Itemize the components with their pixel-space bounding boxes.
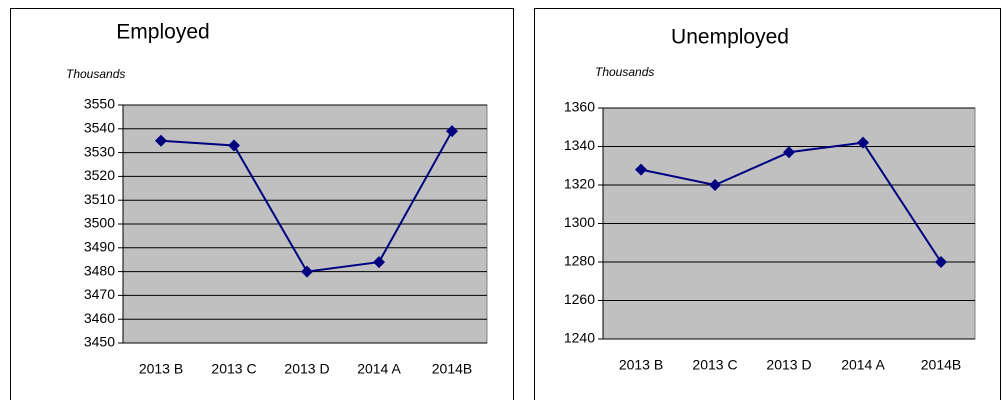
data-point	[446, 125, 458, 138]
x-tick-label: 2014 A	[357, 361, 401, 377]
y-tick-label: 1260	[564, 291, 595, 307]
chart-title: Unemployed	[671, 26, 789, 49]
y-tick-label: 3470	[84, 286, 115, 302]
y-tick-label: 3530	[84, 143, 115, 159]
y-tick-label: 1360	[564, 99, 595, 115]
y-tick-label: 3480	[84, 262, 115, 278]
data-point	[301, 265, 313, 278]
y-axis-label: Thousands	[66, 67, 125, 81]
x-tick-label: 2013 D	[284, 361, 329, 377]
data-point	[228, 139, 240, 152]
y-tick-label: 1240	[564, 330, 595, 346]
y-tick-label: 3540	[84, 120, 115, 136]
data-point	[857, 136, 869, 149]
y-tick-label: 3520	[84, 167, 115, 183]
y-tick-label: 1280	[564, 253, 595, 269]
y-tick-label: 1320	[564, 176, 595, 192]
data-point	[635, 163, 647, 176]
x-tick-label: 2013 C	[211, 361, 256, 377]
data-point	[709, 179, 721, 191]
x-tick-label: 2014 A	[841, 357, 885, 373]
x-tick-label: 2014B	[432, 361, 472, 377]
y-tick-label: 3510	[84, 191, 115, 207]
y-tick-label: 3500	[84, 215, 115, 231]
y-tick-label: 3450	[84, 334, 115, 350]
y-tick-label: 3460	[84, 310, 115, 326]
data-point	[373, 256, 385, 269]
y-tick-label: 3550	[84, 96, 115, 112]
y-tick-label: 1340	[564, 137, 595, 153]
x-tick-label: 2013 C	[692, 357, 737, 373]
data-point	[935, 256, 947, 268]
y-axis-label: Thousands	[595, 65, 654, 79]
x-tick-label: 2013 B	[619, 357, 663, 373]
data-point	[155, 134, 167, 147]
y-tick-label: 3490	[84, 239, 115, 255]
x-tick-label: 2014B	[921, 357, 961, 373]
data-point	[783, 146, 795, 159]
x-tick-label: 2013 D	[766, 357, 811, 373]
chart-title: Employed	[116, 21, 209, 44]
y-tick-label: 1300	[564, 214, 595, 230]
x-tick-label: 2013 B	[139, 361, 183, 377]
